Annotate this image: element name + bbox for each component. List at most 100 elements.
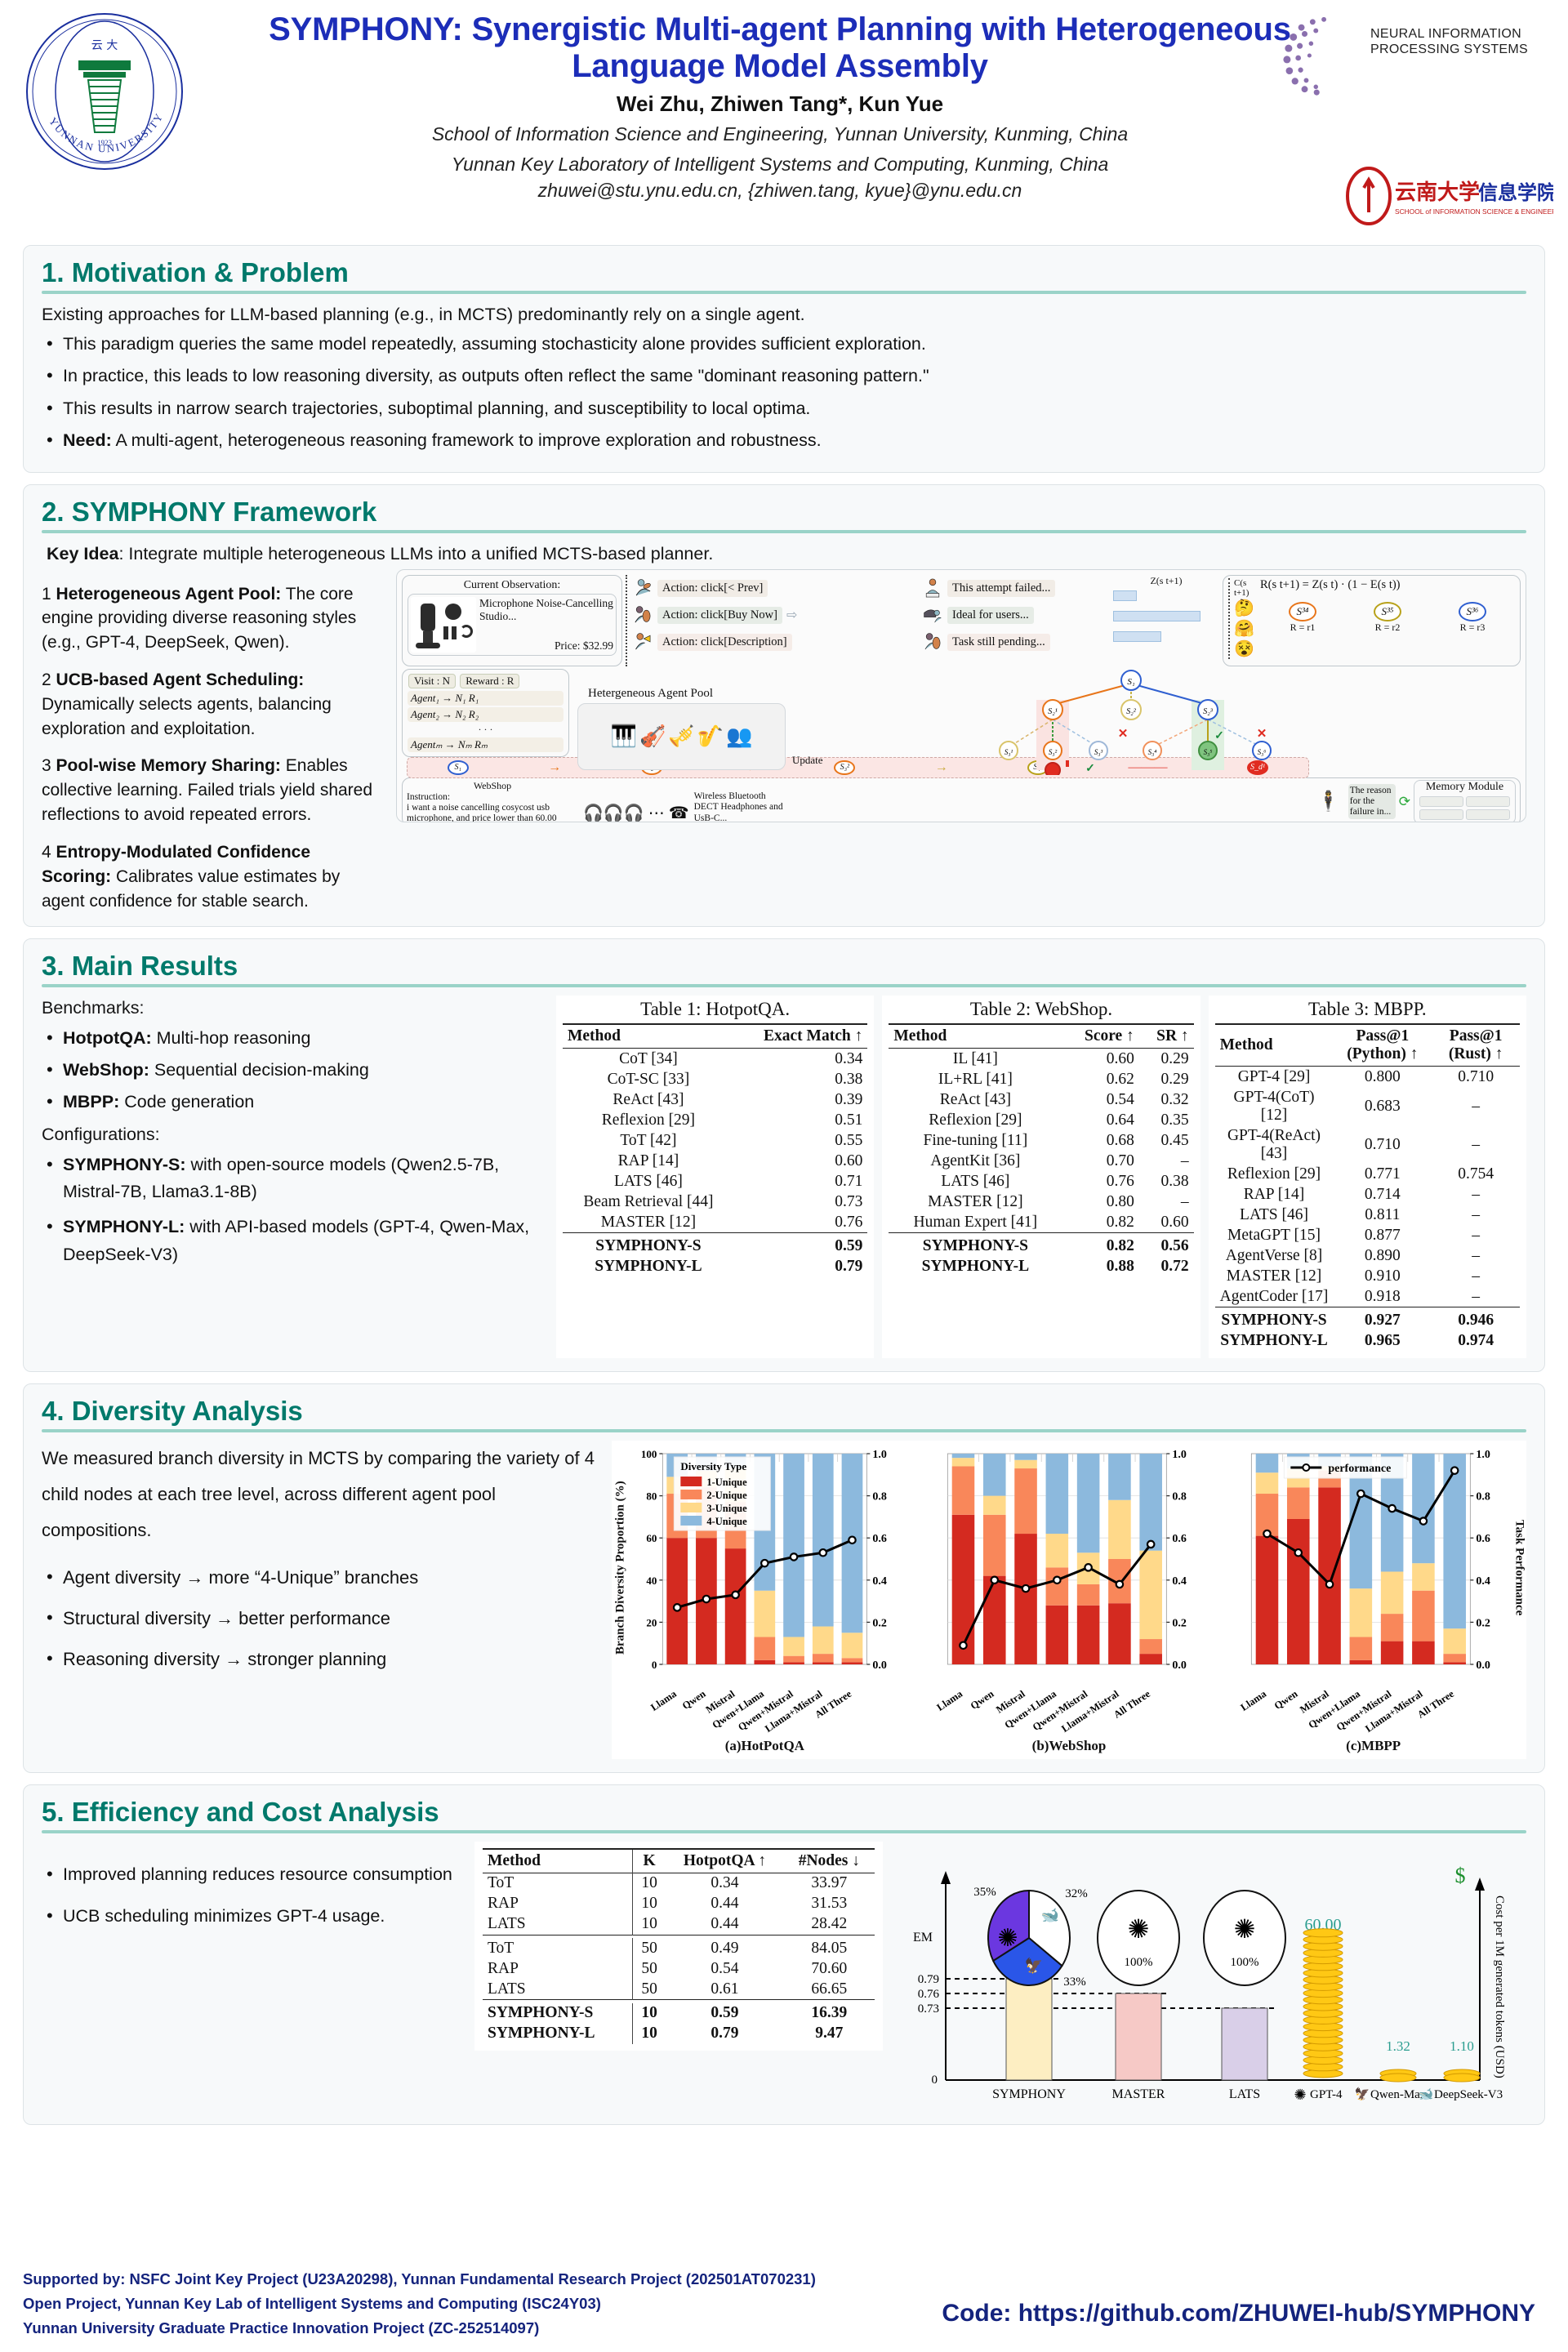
table-rule — [483, 1934, 875, 1939]
qwen-logo-icon: 🦅 — [1025, 1957, 1043, 1974]
product-name: Microphone Noise-Cancelling Studio... — [479, 596, 613, 623]
svg-text:0.2: 0.2 — [872, 1617, 887, 1629]
column-header: Pass@1 (Rust) ↑ — [1448, 1027, 1503, 1063]
point-number: 1 — [42, 584, 51, 604]
action-row: Action: click[Buy Now] ⇨ — [632, 602, 919, 629]
model-label: Qwen-Max — [1370, 2088, 1427, 2101]
table-cell: Reflexion [29] — [1227, 1165, 1321, 1183]
traj-node: S₃² — [834, 760, 856, 775]
data-point — [958, 1641, 968, 1650]
bar-segment — [841, 1662, 863, 1664]
code-url[interactable]: Code: https://github.com/ZHUWEI-hub/SYMP… — [942, 2300, 1535, 2327]
cost-bar — [1005, 1978, 1053, 2081]
table-cell: 0.29 — [1160, 1049, 1189, 1067]
openai-logo-icon: ✺ — [1294, 2087, 1306, 2103]
framework-point-4: 4 Entropy-Modulated Confidence Scoring: … — [42, 840, 385, 913]
memory-module: Memory Module — [1414, 779, 1516, 822]
efficiency-bullets: Improved planning reduces resource consu… — [42, 1860, 466, 1931]
legend-label: performance — [1329, 1463, 1392, 1475]
table-cell: 0.800 — [1364, 1067, 1401, 1085]
list-item: Reasoning diversity → stronger planning — [42, 1641, 605, 1677]
coin-icon — [1379, 2073, 1417, 2082]
table-cell: 0.710 — [1458, 1067, 1494, 1085]
benchmark-name: HotpotQA: — [63, 1027, 152, 1048]
bar-segment — [1349, 1637, 1373, 1660]
action-candidates: Action: click[< Prev] Action: click[Buy … — [626, 574, 919, 666]
section-1-lead: Existing approaches for LLM-based planni… — [42, 305, 805, 324]
table-cell: GPT-4(CoT) [12] — [1233, 1088, 1315, 1124]
table-cell: 0.59 — [710, 2004, 739, 2022]
table-cell: 0.82 — [1106, 1213, 1134, 1231]
bar-segment — [812, 1653, 834, 1663]
list-item: HotpotQA: Multi-hop reasoning — [42, 1024, 548, 1052]
face-happy-icon: 🤗 — [1234, 619, 1254, 638]
table-cell: 0.88 — [1106, 1258, 1134, 1276]
yunnan-university-logo-icon: 云 大 1923 YUNNAN UNIVERSITY — [23, 10, 186, 173]
pie-slice — [991, 1936, 1063, 1986]
z-axis-label: Z(s t+1) — [1150, 574, 1183, 586]
update-cycle-icon: ⟳ — [1398, 793, 1410, 809]
section-3-title: 3. Main Results — [42, 951, 238, 982]
table-row: RAP 50 0.54 70.60 — [483, 1958, 875, 1980]
table-row: LATS 50 0.61 66.65 — [483, 1979, 875, 2000]
action-label: Action: click[Buy Now] — [657, 606, 782, 624]
table-cell: 0.61 — [710, 1980, 739, 1998]
svg-text:60: 60 — [646, 1532, 657, 1544]
table-cell: MASTER [12] — [600, 1213, 697, 1231]
data-point — [1052, 1575, 1062, 1584]
arrow-right-icon: ⇨ — [786, 608, 798, 623]
bar-segment — [951, 1466, 974, 1515]
svg-text:0.0: 0.0 — [1172, 1659, 1187, 1672]
bar-segment — [1076, 1605, 1100, 1664]
table-cell: – — [1180, 1192, 1189, 1210]
svg-text:S₂²: S₂² — [1126, 707, 1136, 716]
cellist-icon — [635, 606, 651, 623]
table-cell: 0.49 — [710, 1939, 739, 1957]
point-number: 2 — [42, 670, 51, 690]
column-header: HotpotQA ↑ — [683, 1851, 767, 1869]
affiliation-line-2: Yunnan Key Laboratory of Intelligent Sys… — [451, 153, 1109, 175]
table-cell: IL [41] — [952, 1049, 998, 1067]
heterogeneous-agent-pool: 🎹 🎻 🎺 🎷 👥 — [577, 702, 786, 770]
chart-a-xticks: Llama Qwen Mistral Qwen+Llama Qwen+Mistral Ll… — [615, 1687, 915, 1736]
section-diversity-analysis: 4. Diversity Analysis We measured branch… — [23, 1383, 1545, 1773]
table-cell: 0.79 — [710, 2025, 739, 2042]
contact-emails: zhuwei@stu.ynu.edu.cn, {zhiwen.tang, kyu… — [537, 179, 1022, 201]
saxophone-icon: 🎷 — [697, 724, 724, 748]
list-item: This results in narrow search trajectori… — [42, 394, 1526, 422]
section-2-title: 2. SYMPHONY Framework — [42, 497, 377, 528]
table-cell: SYMPHONY-L — [595, 1258, 702, 1276]
configs-list: SYMPHONY-S: with open-source models (Qwe… — [42, 1151, 548, 1268]
framework-point-2: 2 UCB-based Agent Scheduling: Dynamicall… — [42, 668, 385, 741]
table-cell: 84.05 — [811, 1939, 848, 1957]
pie-pct-label: 100% — [1231, 1956, 1259, 1969]
list-item: Agent diversity → more “4-Unique” branch… — [42, 1559, 605, 1596]
pie-slice — [987, 1889, 1030, 1962]
table-cell: 0.60 — [1106, 1049, 1134, 1067]
list-item: SYMPHONY-S: with open-source models (Qwe… — [42, 1151, 548, 1206]
table-row: AgentCoder [17] 0.918 – — [1215, 1286, 1520, 1307]
table-cell: – — [1180, 1152, 1189, 1169]
table-row: ToT 50 0.49 84.05 — [483, 1938, 875, 1959]
table-row-highlight: SYMPHONY-L 0.965 0.974 — [1215, 1331, 1520, 1352]
section-4-title: 4. Diversity Analysis — [42, 1395, 303, 1426]
table-efficiency: Method K HotpotQA ↑ #Nodes ↓ ToT 10 0.34 33… — [474, 1841, 883, 2051]
z-bar — [1113, 630, 1161, 642]
table-cell: ToT [42] — [620, 1131, 677, 1149]
pie-chart — [1097, 1889, 1180, 1986]
list-item: UCB scheduling minimizes GPT-4 usage. — [42, 1902, 466, 1930]
table-cell: 28.42 — [811, 1915, 848, 1933]
table-cell: RAP — [488, 1895, 519, 1913]
reflection-row: This attempt failed... — [922, 575, 1110, 602]
model-label: GPT-4 — [1310, 2088, 1343, 2101]
table-row-highlight: SYMPHONY-L 0.88 0.72 — [889, 1257, 1193, 1277]
table-cell: 66.65 — [811, 1980, 848, 1998]
conductor-figure-icon: 🕴 — [1316, 791, 1341, 813]
svg-text:20: 20 — [646, 1616, 657, 1628]
key-idea-label: Key Idea — [47, 544, 119, 564]
result-title: Wireless Bluetooth DECT Headphones and U… — [693, 791, 783, 822]
bar-segment — [754, 1590, 776, 1637]
svg-text:80: 80 — [646, 1490, 657, 1502]
legend-swatch — [680, 1515, 702, 1526]
page-title: SYMPHONY: Synergistic Multi-agent Planni… — [269, 11, 1291, 84]
